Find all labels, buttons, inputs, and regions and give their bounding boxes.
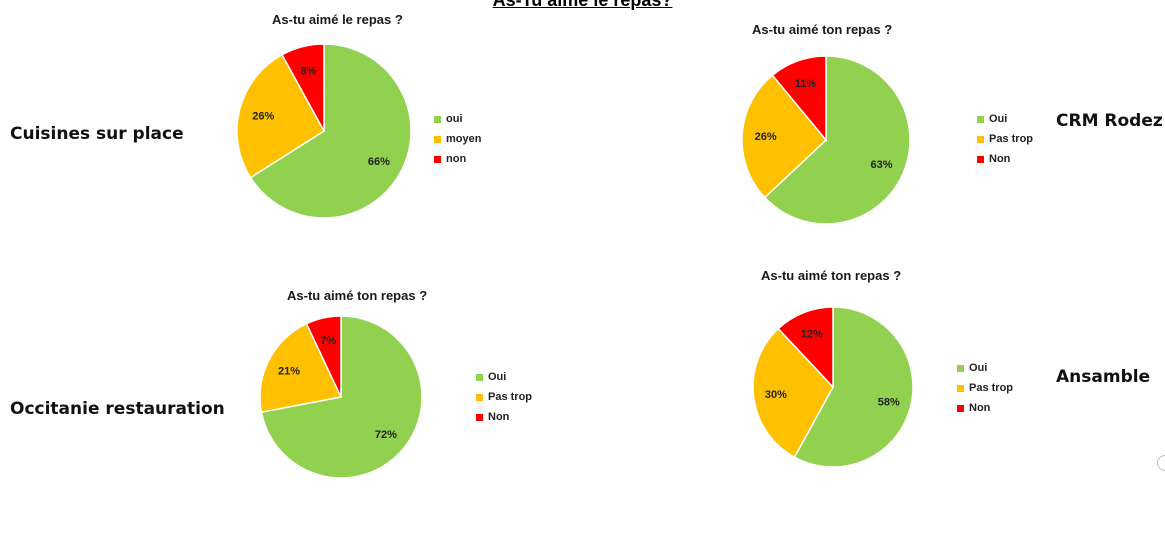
legend-label: Pas trop — [488, 391, 533, 403]
row-label-occitanie: Occitanie restauration — [10, 399, 225, 419]
legend-swatch — [434, 155, 441, 163]
legend-swatch — [434, 135, 441, 143]
legend-label: Non — [969, 402, 991, 414]
legend-cuisines: oui moyen non — [434, 109, 481, 169]
pie-data-label: 58% — [878, 396, 900, 408]
legend-item-moyen: moyen — [434, 129, 481, 149]
legend-item-oui: oui — [434, 109, 481, 129]
edge-circle-decoration — [1157, 455, 1165, 471]
pie-data-label: 21% — [278, 366, 300, 378]
pie-data-label: 26% — [252, 110, 274, 122]
legend-ansamble: Oui Pas trop Non — [957, 358, 1013, 418]
legend-label: Non — [989, 153, 1011, 165]
legend-swatch — [957, 404, 964, 412]
pie-data-label: 66% — [368, 156, 390, 168]
pie-slice-oui — [763, 55, 911, 225]
pie-slice-non — [777, 306, 834, 389]
pie-slice-non — [281, 43, 325, 132]
legend-label: Oui — [989, 113, 1008, 125]
legend-item-oui: Oui — [476, 367, 532, 387]
pie-slice-oui — [249, 43, 412, 219]
legend-item-non: non — [434, 149, 481, 169]
legend-swatch — [977, 155, 984, 163]
pie-data-label: 72% — [375, 429, 397, 441]
legend-swatch — [977, 115, 984, 123]
pie-data-label: 7% — [320, 335, 336, 347]
pie-chart-ansamble: 58% 30% 12% — [752, 306, 914, 468]
pie-slice-pas-trop — [741, 74, 828, 199]
legend-item-non: Non — [977, 149, 1033, 169]
legend-item-pas-trop: Pas trop — [977, 129, 1033, 149]
legend-label: moyen — [446, 133, 482, 145]
legend-label: oui — [446, 113, 463, 125]
pie-data-label: 8% — [300, 65, 316, 77]
pie-data-label: 30% — [765, 389, 787, 401]
pie-data-label: 26% — [755, 131, 777, 143]
legend-swatch — [476, 393, 483, 401]
pie-chart-occitanie: 72% 21% 7% — [259, 315, 423, 479]
legend-item-non: Non — [476, 407, 532, 427]
pie-chart-crm-rodez: 63% 26% 11% — [741, 55, 911, 225]
pie-slice-moyen — [236, 53, 325, 179]
legend-swatch — [476, 373, 483, 381]
pie-chart-cuisines: 66% 26% 8% — [236, 43, 412, 219]
pie-slice-non — [305, 315, 342, 398]
pie-slice-oui — [793, 306, 914, 468]
chart-title-cuisines: As-tu aimé le repas ? — [272, 12, 403, 27]
chart-title-occitanie: As-tu aimé ton repas ? — [287, 288, 428, 303]
chart-title-crm-rodez: As-tu aimé ton repas ? — [752, 22, 893, 37]
legend-swatch — [434, 115, 441, 123]
legend-item-pas-trop: Pas trop — [957, 378, 1013, 398]
pie-data-label: 12% — [801, 328, 823, 340]
legend-item-non: Non — [957, 398, 1013, 418]
row-label-ansamble: Ansamble — [1056, 367, 1151, 387]
pie-slice-pas-trop — [259, 322, 343, 414]
page-title: As-Tu aimé le repas? — [492, 0, 673, 10]
pie-slice-pas-trop — [752, 327, 834, 459]
pie-slice-non — [771, 55, 827, 143]
pie-data-label: 11% — [795, 78, 817, 90]
legend-label: Non — [488, 411, 510, 423]
row-label-cuisines: Cuisines sur place — [10, 124, 184, 144]
legend-label: Pas trop — [989, 133, 1034, 145]
pie-data-label: 63% — [870, 159, 892, 171]
legend-swatch — [977, 135, 984, 143]
legend-label: Pas trop — [969, 382, 1014, 394]
legend-label: Oui — [969, 362, 988, 374]
chart-title-ansamble: As-tu aimé ton repas ? — [761, 268, 902, 283]
legend-swatch — [476, 413, 483, 421]
legend-crm-rodez: Oui Pas trop Non — [977, 109, 1033, 169]
legend-swatch — [957, 364, 964, 372]
legend-occitanie: Oui Pas trop Non — [476, 367, 532, 427]
legend-item-oui: Oui — [957, 358, 1013, 378]
legend-item-oui: Oui — [977, 109, 1033, 129]
legend-label: Oui — [488, 371, 507, 383]
legend-swatch — [957, 384, 964, 392]
row-label-crm-rodez: CRM Rodez — [1056, 111, 1163, 131]
legend-item-pas-trop: Pas trop — [476, 387, 532, 407]
legend-label: non — [446, 153, 467, 165]
